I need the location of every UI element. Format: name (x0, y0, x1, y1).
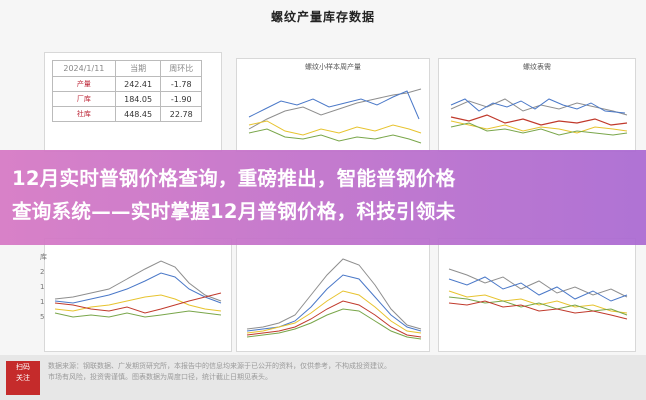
inventory-table: 2024/1/11 当期 周环比 产量 242.41 -1.78 厂库 184.… (52, 60, 202, 122)
side-label: 2 (40, 268, 45, 276)
chart-title: 螺纹小样本周产量 (305, 63, 361, 71)
side-label: 1 (40, 283, 45, 291)
chart-panel-bottom-right (438, 238, 636, 352)
table-row-value: 448.45 (114, 106, 162, 122)
chart-panel-top-mid: 螺纹小样本周产量 (236, 58, 430, 152)
side-label: 库 (40, 253, 47, 261)
series-yellow-line (248, 120, 422, 136)
headline-line-2: 查询系统——实时掌握12月普钢价格，科技引领未 (12, 200, 456, 223)
series-gray-line (54, 260, 222, 302)
series-yellow-line (54, 294, 222, 312)
table-header-current: 当期 (114, 60, 162, 77)
side-label: 5 (40, 313, 45, 321)
chart-title: 螺纹表需 (523, 63, 551, 71)
headline-line-1: 12月实时普钢价格查询，重磅推出，智能普钢价格 (12, 167, 456, 190)
table-row-change: 22.78 (160, 106, 202, 122)
chart-panel-top-right: 螺纹表需 (438, 58, 636, 152)
series-green-line (248, 128, 422, 144)
side-labels: 库 2 1 1 5 (40, 250, 47, 325)
series-green-line (448, 296, 628, 316)
line-chart (54, 260, 222, 318)
table-row-label: 社库 (52, 106, 116, 122)
qr-stamp-icon[interactable]: 扫码 关注 (6, 361, 40, 395)
series-blue-line (450, 98, 626, 114)
table-row-change: -1.90 (160, 91, 202, 107)
series-red-line (246, 300, 422, 338)
table-row: 产量 242.41 -1.78 (52, 76, 202, 92)
table-header-wow: 周环比 (160, 60, 202, 77)
series-red-line (448, 300, 628, 320)
series-gray-line (248, 88, 422, 130)
series-green-line (246, 308, 422, 340)
series-blue-line (248, 90, 420, 120)
footer-line: 市场有风险，投资需谨慎。图表数据为周度口径，统计截止日期见表头。 (48, 373, 272, 381)
line-chart (450, 98, 628, 136)
table-row-label: 厂库 (52, 91, 116, 107)
series-blue-line (448, 276, 628, 302)
footer-disclaimer: 数据来源：钢联数据、广发期货研究所，本报告中的信息均来源于已公开的资料，仅供参考… (48, 361, 638, 383)
series-gray-line (448, 268, 628, 298)
line-chart (448, 268, 628, 320)
table-row: 社库 448.45 22.78 (52, 106, 202, 122)
line-chart (248, 88, 422, 144)
series-blue-line (246, 274, 422, 332)
chart-panel-bottom-left (44, 238, 232, 352)
headline-text: 12月实时普钢价格查询，重磅推出，智能普钢价格 查询系统——实时掌握12月普钢价… (12, 162, 636, 228)
table-header-date: 2024/1/11 (52, 60, 116, 77)
series-yellow-line (448, 290, 628, 314)
series-green-line (450, 122, 628, 136)
footer: 扫码 关注 数据来源：钢联数据、广发期货研究所，本报告中的信息均来源于已公开的资… (0, 355, 646, 400)
series-blue-line (54, 272, 222, 304)
side-label: 1 (40, 298, 45, 306)
series-gray-line (450, 98, 628, 116)
page-title: 螺纹产量库存数据 (270, 10, 375, 24)
series-red-line (450, 114, 628, 126)
table-row-label: 产量 (52, 76, 116, 92)
footer-line: 数据来源：钢联数据、广发期货研究所，本报告中的信息均来源于已公开的资料，仅供参考… (48, 362, 391, 370)
line-chart (246, 258, 422, 340)
table-row: 厂库 184.05 -1.90 (52, 91, 202, 107)
series-yellow-line (246, 290, 422, 334)
chart-panel-bottom-mid (236, 238, 430, 352)
series-green-line (54, 310, 222, 318)
headline-banner: 12月实时普钢价格查询，重磅推出，智能普钢价格 查询系统——实时掌握12月普钢价… (0, 150, 646, 245)
table-row-value: 242.41 (114, 76, 162, 92)
table-header-row: 2024/1/11 当期 周环比 (52, 60, 202, 77)
series-yellow-line (450, 120, 628, 134)
table-row-change: -1.78 (160, 76, 202, 92)
series-red-line (54, 292, 222, 314)
table-row-value: 184.05 (114, 91, 162, 107)
series-gray-line (246, 258, 422, 330)
